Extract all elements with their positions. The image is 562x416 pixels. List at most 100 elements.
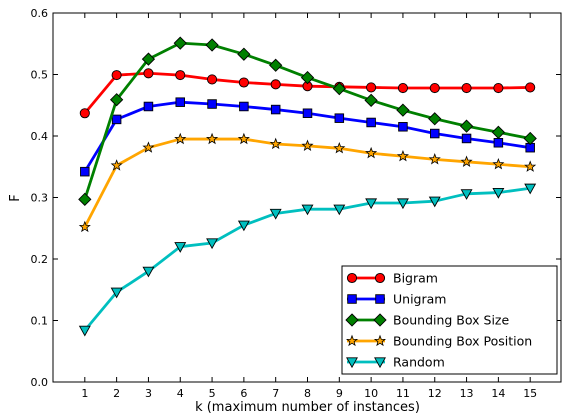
data-point-bounding-box-size <box>141 52 156 66</box>
data-point-bigram <box>207 74 218 85</box>
data-point-bounding-box-size <box>523 131 537 146</box>
data-point-bounding-box-size <box>428 112 442 126</box>
x-tick-label: 13 <box>460 387 474 400</box>
x-tick-label: 11 <box>396 387 410 400</box>
data-point-bounding-box-size <box>109 93 124 107</box>
data-point-unigram <box>80 166 90 177</box>
data-point-random <box>110 287 123 299</box>
x-tick-label: 12 <box>428 387 442 400</box>
data-point-bigram <box>175 70 186 81</box>
legend-label-unigram: Unigram <box>393 292 446 307</box>
data-point-unigram <box>334 113 345 123</box>
y-axis-label: F <box>8 194 23 201</box>
data-point-random <box>174 242 187 253</box>
data-point-random <box>365 198 378 210</box>
series-layer <box>78 36 537 337</box>
data-point-unigram <box>461 133 472 144</box>
data-point-unigram <box>366 117 376 128</box>
data-point-bigram <box>238 77 249 88</box>
series-bounding-box-position <box>78 132 537 233</box>
data-point-unigram <box>111 114 122 125</box>
data-point-random <box>396 198 409 210</box>
y-tick-label: 0.2 <box>31 253 49 266</box>
y-tick-label: 0.1 <box>31 315 49 328</box>
data-point-bounding-box-size <box>364 93 378 107</box>
data-point-unigram <box>270 104 281 115</box>
data-point-bounding-box-size <box>269 58 283 72</box>
data-point-unigram <box>302 108 313 118</box>
y-tick-label: 0.6 <box>31 7 49 20</box>
data-point-bigram <box>270 79 281 90</box>
data-point-unigram <box>143 101 154 112</box>
legend-marker-random <box>346 357 358 369</box>
data-point-bounding-box-size <box>173 36 187 50</box>
x-tick-label: 2 <box>113 387 120 400</box>
data-point-random <box>78 325 91 337</box>
legend-marker-random <box>374 357 386 369</box>
data-point-bounding-box-size <box>459 119 474 133</box>
data-point-bounding-box-position <box>206 132 219 145</box>
legend-marker-bounding-box-position <box>345 334 359 347</box>
data-point-random <box>460 189 473 200</box>
data-point-bounding-box-position <box>110 159 123 171</box>
data-point-bigram <box>79 108 90 119</box>
y-tick-label: 0.5 <box>31 69 49 82</box>
x-axis-label: k (maximum number of instances) <box>195 400 420 415</box>
x-tick-label: 7 <box>272 387 279 400</box>
legend-marker-bigram <box>374 272 386 284</box>
x-tick-label: 4 <box>177 387 184 400</box>
data-point-bigram <box>397 82 408 94</box>
data-point-unigram <box>398 122 408 132</box>
data-point-bounding-box-position <box>460 155 473 167</box>
legend-item-random: Random <box>346 355 445 370</box>
data-point-random <box>301 204 314 216</box>
y-tick-label: 0.3 <box>31 192 49 205</box>
data-point-bigram <box>493 82 504 94</box>
y-tick-label: 0.0 <box>31 376 49 389</box>
data-point-random <box>269 208 282 220</box>
legend-item-bounding-box-position: Bounding Box Position <box>345 334 532 349</box>
legend-item-bounding-box-size: Bounding Box Size <box>345 313 509 328</box>
data-point-bounding-box-position <box>78 220 91 233</box>
legend-marker-bigram <box>346 272 358 284</box>
data-point-bounding-box-size <box>396 103 410 117</box>
series-bounding-box-size <box>78 36 537 206</box>
data-point-bigram <box>461 82 472 94</box>
data-point-random <box>333 204 346 216</box>
data-point-bounding-box-position <box>492 157 505 170</box>
data-point-bigram <box>366 82 377 93</box>
x-tick-label: 5 <box>209 387 216 400</box>
legend-marker-bounding-box-size <box>345 313 359 327</box>
data-point-bounding-box-position <box>237 132 250 145</box>
x-tick-label: 14 <box>491 387 505 400</box>
data-point-unigram <box>175 97 185 107</box>
data-point-bounding-box-position <box>428 153 441 165</box>
data-point-bounding-box-size <box>205 38 219 52</box>
data-point-unigram <box>207 99 217 109</box>
data-point-random <box>428 196 441 208</box>
x-tick-label: 15 <box>523 387 537 400</box>
plot-area: 0.00.10.20.30.40.50.61 2 3 4 5 6 7 8 9 10 11 12 13 14… <box>31 7 562 400</box>
data-point-bounding-box-size <box>237 47 251 61</box>
series-line-bounding-box-size <box>83 41 531 200</box>
data-point-bigram <box>111 70 122 81</box>
legend-label-bigram: Bigram <box>393 271 438 286</box>
legend-marker-unigram <box>347 294 357 304</box>
series-unigram <box>80 97 535 177</box>
x-tick-label: 6 <box>240 387 247 400</box>
data-point-bounding-box-position <box>333 141 346 154</box>
data-point-unigram <box>430 128 440 139</box>
legend-marker-bounding-box-position <box>373 334 387 347</box>
data-point-bounding-box-position <box>174 132 187 145</box>
x-tick-label: 9 <box>336 387 343 400</box>
x-tick-label: 1 <box>81 387 88 400</box>
legend-label-random: Random <box>393 355 445 370</box>
data-point-random <box>237 220 250 232</box>
legend-item-bigram: Bigram <box>346 271 438 286</box>
series-random <box>78 183 537 337</box>
legend: Bigram Unigram Bounding Box Size Bounding B… <box>341 265 558 375</box>
data-point-bounding-box-size <box>491 125 506 139</box>
data-point-random <box>524 183 537 195</box>
data-point-bounding-box-position <box>301 139 314 151</box>
